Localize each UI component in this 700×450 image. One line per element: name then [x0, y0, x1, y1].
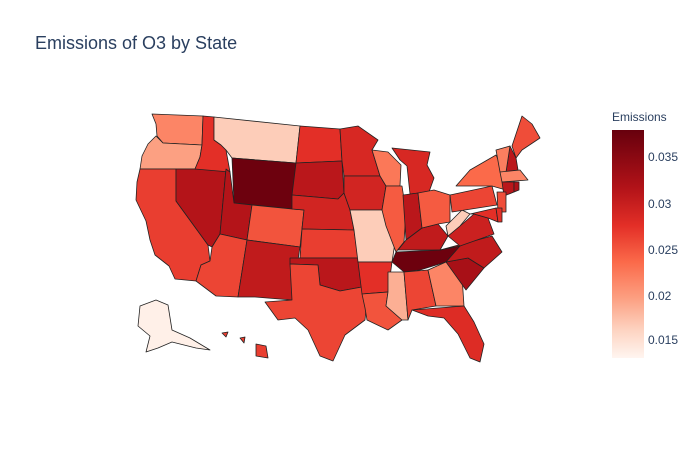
state-HI[interactable] — [221, 331, 269, 359]
colorbar-tick-label: 0.03 — [648, 197, 672, 211]
state-NC[interactable] — [439, 235, 503, 269]
state-MA[interactable] — [499, 169, 529, 183]
state-WY[interactable] — [231, 157, 297, 210]
state-NM[interactable] — [237, 239, 301, 301]
state-IA[interactable] — [343, 175, 387, 211]
state-TX[interactable] — [264, 263, 368, 362]
state-SD[interactable] — [291, 160, 345, 200]
chart-title: Emissions of O3 by State — [35, 33, 238, 53]
state-NJ[interactable] — [496, 191, 507, 213]
state-PA[interactable] — [449, 185, 498, 213]
state-MD[interactable] — [469, 207, 499, 223]
state-FL[interactable] — [411, 305, 485, 363]
state-ME[interactable] — [511, 115, 541, 159]
state-AR[interactable] — [357, 261, 393, 295]
colorbar-tick-label: 0.035 — [648, 150, 679, 164]
state-ND[interactable] — [295, 125, 343, 164]
state-OH[interactable] — [417, 189, 451, 229]
state-KS[interactable] — [299, 228, 359, 259]
state-AK[interactable] — [137, 299, 211, 353]
colorbar-tick-label: 0.015 — [648, 333, 679, 347]
colorbar-tick-label: 0.025 — [648, 243, 679, 257]
colorbar-title: Emissions — [612, 110, 667, 124]
state-AL[interactable] — [403, 269, 437, 321]
state-RI[interactable] — [513, 181, 520, 193]
colorbar-tick-label: 0.02 — [648, 289, 672, 303]
state-DE[interactable] — [495, 207, 503, 223]
colorbar-scale — [612, 130, 644, 358]
state-CO[interactable] — [246, 204, 305, 248]
